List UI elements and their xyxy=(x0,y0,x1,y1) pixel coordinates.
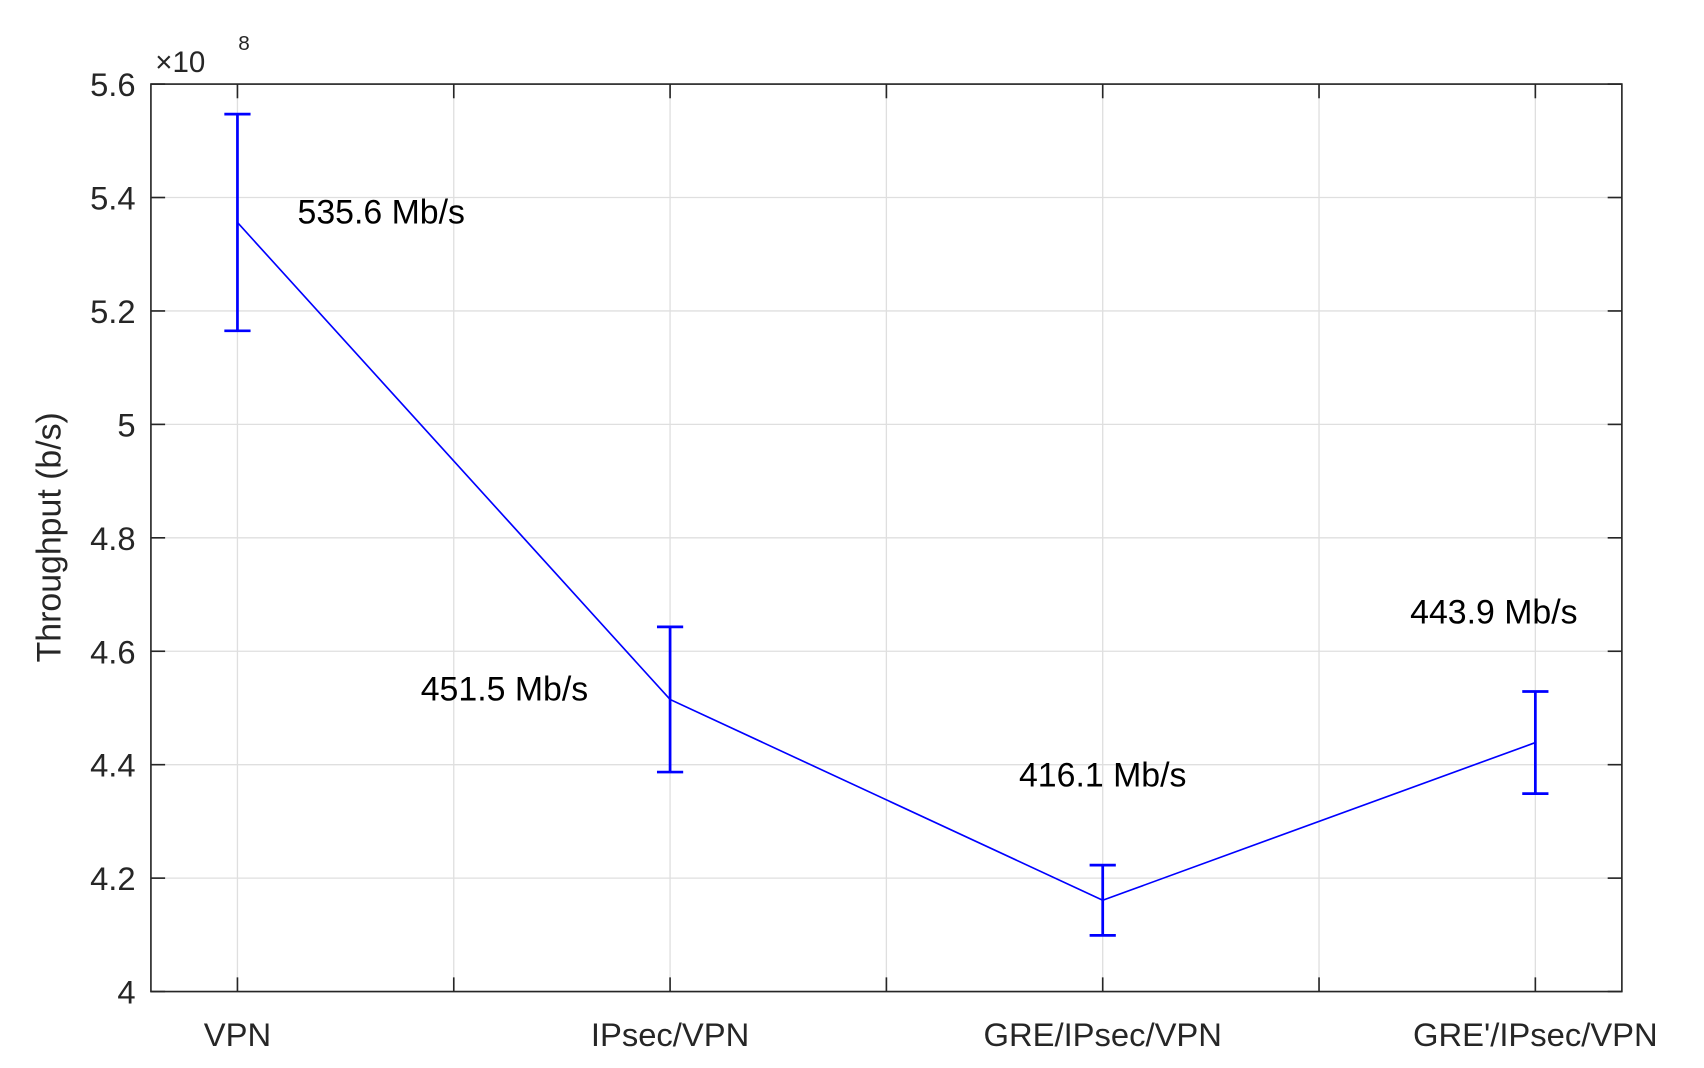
data-label: 535.6 Mb/s xyxy=(298,194,465,232)
y-tick-label: 4.4 xyxy=(90,747,136,784)
y-tick-label: 4.8 xyxy=(90,520,136,557)
y-tick-label: 5.2 xyxy=(90,293,136,330)
y-tick-label: 4.2 xyxy=(90,860,136,897)
y-tick-label: 5.6 xyxy=(90,66,136,103)
y-tick-label: 4.6 xyxy=(90,633,136,670)
error-bar xyxy=(1522,690,1549,795)
y-scale-base: ×10 xyxy=(155,46,205,79)
data-label: 416.1 Mb/s xyxy=(1019,757,1186,795)
data-label: 451.5 Mb/s xyxy=(421,671,588,709)
error-bar xyxy=(656,625,684,774)
data-label: 443.9 Mb/s xyxy=(1410,594,1577,632)
error-bar xyxy=(224,112,251,333)
x-tick-label: GRE'/IPsec/VPN xyxy=(1413,1016,1658,1053)
x-tick-label: GRE/IPsec/VPN xyxy=(984,1016,1222,1053)
data-line xyxy=(236,221,1536,902)
y-scale-exponent: 8 xyxy=(238,32,250,55)
x-tick-label: IPsec/VPN xyxy=(591,1016,749,1053)
y-tick-label: 5 xyxy=(117,406,135,443)
y-axis-label: Throughput (b/s) xyxy=(30,412,68,662)
y-tick-label: 4 xyxy=(117,974,135,1011)
x-tick-label: VPN xyxy=(204,1016,271,1053)
error-bar xyxy=(1089,863,1116,937)
y-tick-label: 5.4 xyxy=(90,180,136,217)
